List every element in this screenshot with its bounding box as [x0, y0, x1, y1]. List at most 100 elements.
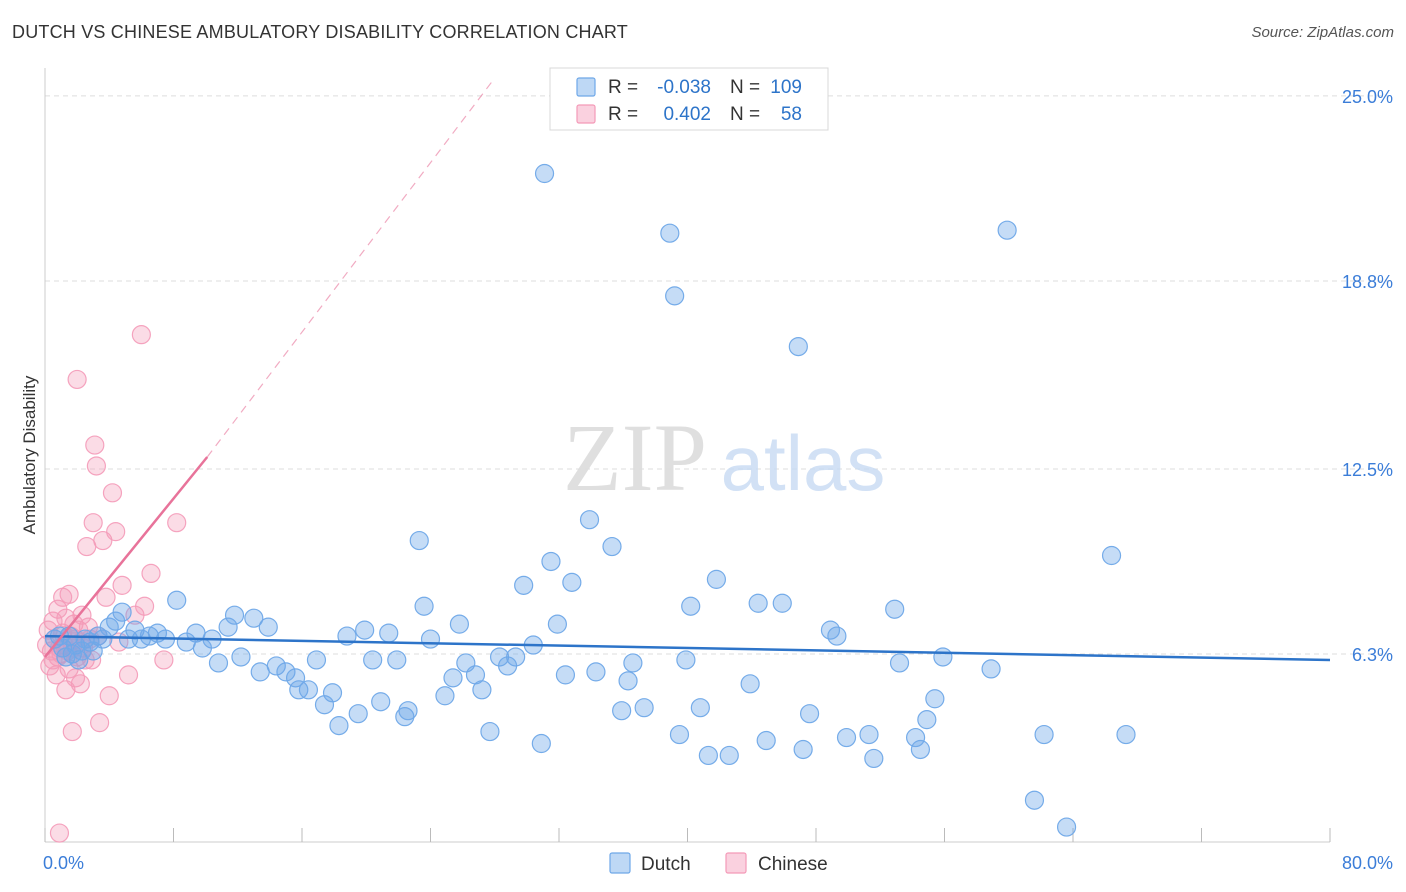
- dutch-point: [799, 704, 820, 724]
- legend-r-label-dutch: R =: [608, 77, 638, 98]
- dutch-point: [1116, 724, 1136, 745]
- dutch-point: [623, 653, 643, 673]
- dutch-point: [420, 629, 441, 649]
- dutch-point: [748, 593, 768, 613]
- bottom-legend-swatch-chinese: [725, 852, 747, 874]
- dutch-point: [788, 336, 808, 357]
- chinese-point: [141, 563, 161, 584]
- dutch-point: [379, 623, 399, 643]
- chinese-trend-line: [44, 456, 209, 658]
- legend-r-label-chinese: R =: [608, 104, 638, 125]
- watermark: ZIP atlas: [563, 404, 885, 511]
- source-label: Source: ZipAtlas.com: [1251, 24, 1394, 41]
- chinese-series-points: [37, 325, 187, 843]
- dutch-point: [997, 220, 1017, 240]
- dutch-point: [836, 727, 857, 748]
- dutch-point: [925, 689, 945, 709]
- chinese-point: [59, 584, 79, 604]
- dutch-point: [534, 163, 555, 184]
- legend-r-value-dutch: -0.038: [657, 77, 711, 98]
- dutch-point: [371, 692, 391, 712]
- legend-n-value-chinese: 58: [781, 104, 802, 125]
- dutch-point: [885, 599, 905, 619]
- dutch-point: [250, 662, 270, 682]
- dutch-point: [612, 701, 632, 721]
- dutch-point: [224, 605, 245, 625]
- dutch-point: [555, 665, 576, 685]
- chinese-point: [112, 575, 132, 595]
- x-tick-labels: 0.0% 80.0%: [43, 853, 1393, 873]
- dutch-point: [93, 629, 113, 649]
- dutch-point: [285, 668, 306, 688]
- chinese-point: [106, 522, 126, 542]
- dutch-point: [329, 716, 349, 736]
- dutch-point: [772, 593, 792, 613]
- dutch-point: [586, 662, 606, 682]
- dutch-point: [1034, 724, 1054, 745]
- bottom-legend-label-chinese: Chinese: [758, 854, 828, 875]
- legend-n-label-dutch: N =: [730, 77, 760, 98]
- chinese-point: [72, 605, 92, 625]
- chinese-point: [118, 665, 139, 685]
- y-tick-label: 6.3%: [1352, 645, 1393, 665]
- dutch-point: [472, 680, 492, 700]
- dutch-point: [910, 739, 931, 760]
- chinese-point: [154, 650, 174, 670]
- grid-layer: [45, 95, 1395, 655]
- y-axis-label: Ambulatory Disability: [20, 375, 39, 534]
- dutch-point: [917, 710, 937, 730]
- y-tick-label: 12.5%: [1342, 460, 1393, 480]
- dutch-point: [348, 704, 368, 724]
- chinese-point: [77, 536, 97, 557]
- dutch-point: [706, 569, 727, 589]
- dutch-point: [933, 647, 953, 667]
- dutch-point: [414, 596, 434, 616]
- legend-r-value-chinese: 0.402: [663, 104, 711, 125]
- dutch-point: [298, 680, 319, 700]
- y-tick-label: 18.8%: [1342, 272, 1393, 292]
- dutch-point: [167, 590, 187, 610]
- dutch-point: [889, 653, 910, 673]
- dutch-point: [276, 662, 296, 682]
- dutch-point: [514, 575, 534, 595]
- chinese-point: [49, 823, 70, 843]
- dutch-point: [756, 730, 776, 751]
- x-tick-label-max: 80.0%: [1342, 853, 1393, 873]
- x-tick-label-min: 0.0%: [43, 853, 84, 873]
- chinese-point: [134, 596, 155, 616]
- dutch-point: [409, 530, 429, 551]
- legend-n-value-dutch: 109: [770, 77, 802, 98]
- dutch-point: [289, 680, 309, 700]
- chinese-point: [67, 369, 87, 390]
- dutch-point: [634, 698, 654, 718]
- dutch-point: [208, 653, 229, 673]
- bottom-legend-swatch-dutch: [609, 852, 631, 874]
- dutch-point: [1024, 790, 1045, 810]
- legend: R = -0.038 N = 109 R = 0.402 N = 58: [549, 67, 829, 131]
- dutch-trend-line: [44, 634, 1331, 662]
- dutch-point: [562, 572, 582, 592]
- chinese-point: [131, 325, 151, 345]
- chinese-point: [86, 456, 107, 476]
- chinese-point: [99, 686, 119, 706]
- legend-box: [549, 67, 829, 131]
- dutch-point: [306, 650, 327, 670]
- dutch-point: [827, 626, 847, 646]
- dutch-point: [355, 620, 375, 640]
- dutch-point: [449, 614, 470, 634]
- dutch-point: [665, 286, 685, 306]
- dutch-point: [547, 614, 567, 634]
- dutch-point: [740, 674, 760, 694]
- dutch-point: [395, 707, 415, 727]
- dutch-point: [244, 608, 264, 628]
- dutch-point: [112, 602, 132, 622]
- chart-title: DUTCH VS CHINESE AMBULATORY DISABILITY C…: [12, 22, 629, 42]
- dutch-point: [690, 698, 710, 718]
- chinese-point: [62, 721, 82, 742]
- dutch-point: [669, 724, 690, 745]
- dutch-point: [531, 733, 551, 754]
- dutch-point: [258, 617, 278, 637]
- dutch-point: [981, 659, 1001, 679]
- dutch-point: [905, 727, 926, 748]
